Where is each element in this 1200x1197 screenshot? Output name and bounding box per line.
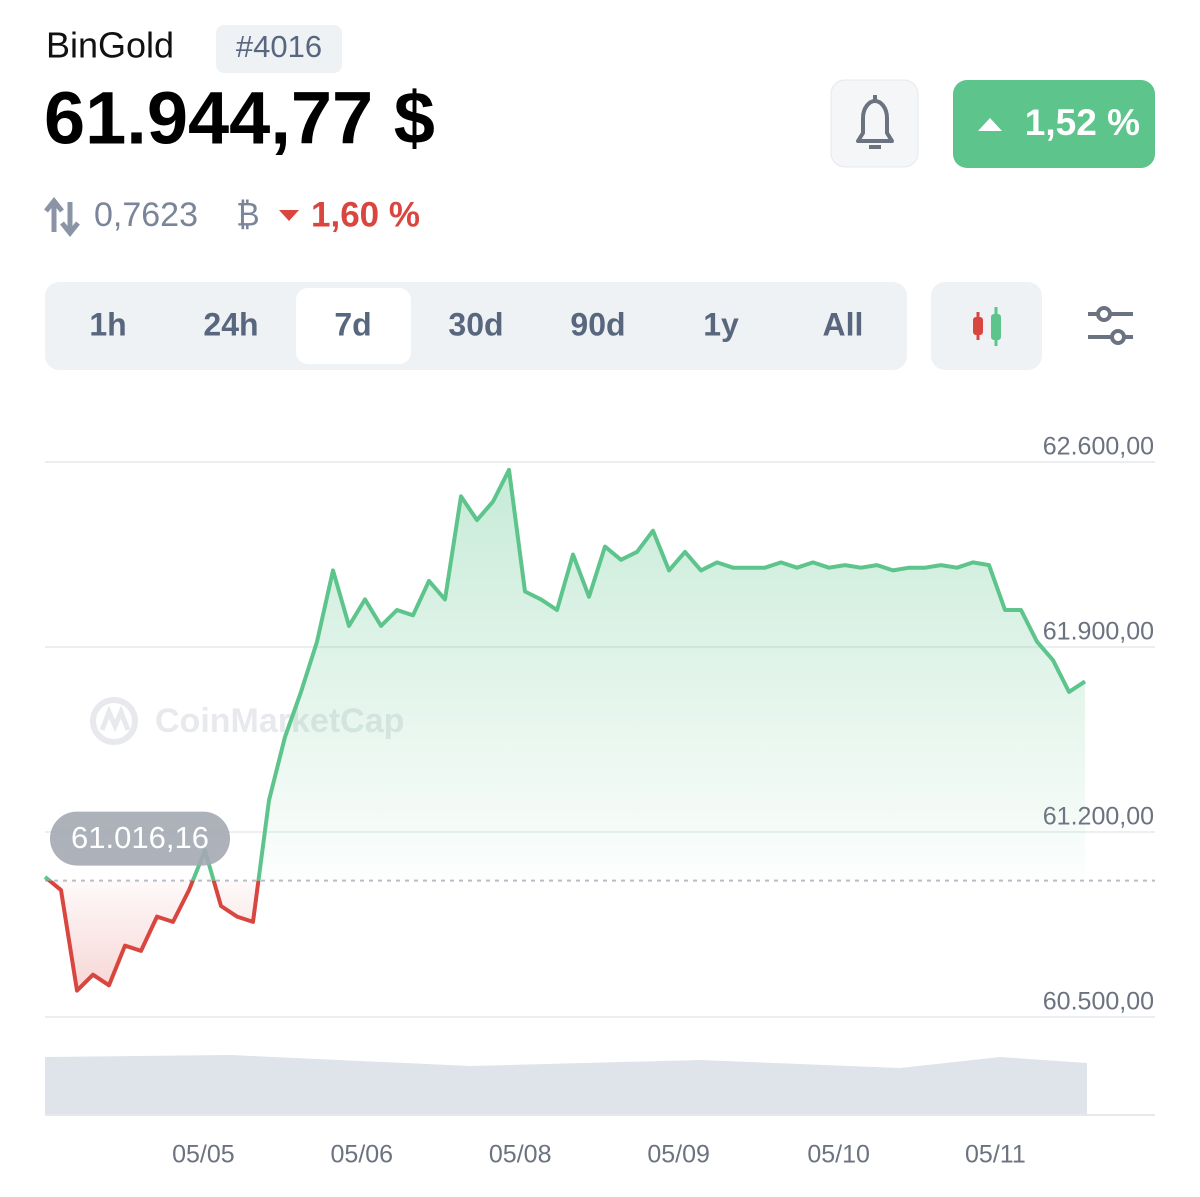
x-tick-label: 05/09: [647, 1141, 710, 1169]
rank: #4016: [236, 29, 322, 64]
change: 1,52 %: [1025, 102, 1140, 143]
rank-badge: [216, 25, 342, 73]
coin-name: BinGold: [46, 25, 174, 66]
tab[interactable]: 30d: [448, 306, 503, 342]
settings-icon[interactable]: [1088, 306, 1133, 345]
area-below-base: [49, 880, 259, 991]
x-tick-label: 05/08: [489, 1141, 552, 1169]
x-tick-label: 05/11: [965, 1141, 1026, 1169]
y-tick-label: 60.500,00: [1043, 988, 1154, 1016]
y-tick-label: 61.900,00: [1043, 618, 1154, 646]
area-above-base: [45, 469, 1085, 881]
btc-symbol: ₿: [236, 196, 260, 232]
tab[interactable]: All: [823, 306, 864, 342]
tab[interactable]: 24h: [203, 306, 258, 342]
alert-button[interactable]: [830, 79, 919, 168]
x-tick-label: 05/10: [807, 1141, 870, 1169]
candle-icon: [973, 307, 1001, 346]
price-line-up: [43, 467, 1087, 881]
change-badge: [953, 80, 1155, 168]
up-arrow: [978, 118, 1002, 131]
price: 61.944,77 $: [44, 77, 435, 160]
x-tick-label: 05/05: [172, 1141, 235, 1169]
tab-bar: [45, 282, 907, 370]
candle-toggle[interactable]: [931, 282, 1042, 370]
tab[interactable]: 1h: [89, 306, 126, 342]
x-tick-label: 05/06: [331, 1141, 394, 1169]
btc-change: 1,60 %: [311, 195, 420, 234]
down-arrow: [279, 210, 299, 221]
swap-icon: [44, 196, 80, 238]
y-tick-label: 62.600,00: [1043, 433, 1154, 461]
baseline-label: 61.016,16: [71, 820, 209, 855]
price-line-down: [46, 880, 261, 993]
volume-area: [45, 1055, 1087, 1115]
active-tab: [296, 288, 411, 364]
bell-icon: [856, 95, 894, 149]
tab[interactable]: 7d: [334, 306, 371, 342]
btc-price: 0,7623: [94, 196, 198, 234]
baseline-pill: [50, 811, 230, 866]
tab[interactable]: 1y: [703, 306, 739, 342]
tab[interactable]: 90d: [570, 306, 625, 342]
